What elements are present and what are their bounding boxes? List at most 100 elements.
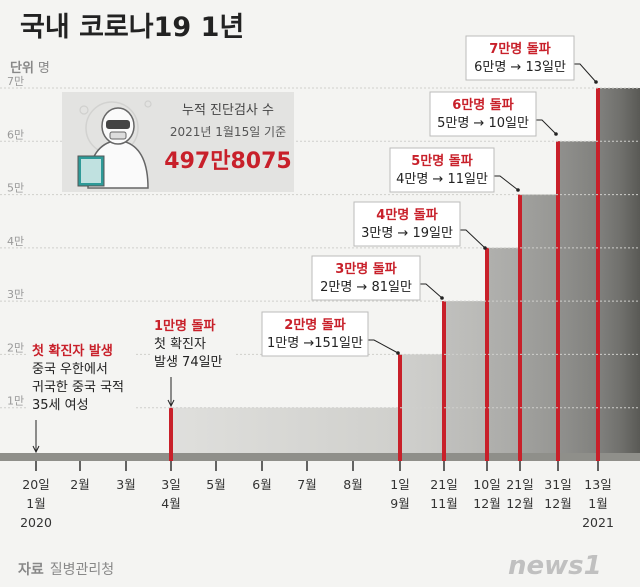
leader-line	[460, 229, 486, 249]
annotation-line: 귀국한 중국 국적	[32, 380, 124, 395]
milestone-annotation: 5만명 돌파 4만명 → 11일만	[389, 147, 495, 193]
step-band-shade	[598, 88, 640, 453]
milestone-annotation: 2만명 돌파 1만명 →151일만	[261, 311, 369, 357]
x-tick-label: 3일	[161, 477, 180, 492]
annotation-line: 4만명 → 11일만	[396, 172, 488, 187]
milestone-bar	[485, 247, 489, 461]
annotation-line: 첫 확진자	[154, 337, 206, 352]
x-tick-label: 8월	[343, 477, 362, 492]
y-axis-ticks: 1만 2만 3만 4만 5만 6만 7만	[7, 75, 24, 408]
annotation-title: 3만명 돌파	[335, 261, 396, 277]
leader-line	[536, 119, 557, 135]
annotation-box	[429, 91, 537, 137]
step-area-bands	[0, 88, 640, 462]
leader-arrow	[440, 296, 444, 300]
base-strip	[0, 453, 640, 461]
milestone-annotation: 6만명 돌파 5만명 → 10일만	[429, 91, 537, 137]
x-tick-label: 20일	[22, 477, 49, 492]
leader-arrow	[396, 351, 400, 355]
news1-logo: news1	[508, 551, 602, 581]
milestone-bar	[169, 407, 173, 461]
milestone-annotation: 7만명 돌파 6만명 → 13일만	[465, 35, 575, 81]
milestone-annotation: 4만명 돌파 3만명 → 19일만	[353, 201, 461, 247]
x-tick-label: 4월	[161, 496, 180, 511]
annotation-title: 5만명 돌파	[411, 153, 472, 169]
x-tick-label: 13일	[584, 477, 611, 492]
y-tick-label: 2만	[7, 341, 24, 354]
annotation-line: 2만명 → 81일만	[320, 280, 412, 295]
x-tick-label: 3월	[116, 477, 135, 492]
y-tick-label: 3만	[7, 288, 24, 301]
annotation-title: 6만명 돌파	[452, 97, 513, 113]
milestone-bar	[442, 301, 446, 461]
annotation-box	[389, 147, 495, 193]
y-tick-label: 7만	[7, 75, 24, 88]
x-tick-label: 12월	[473, 496, 500, 511]
unit-label: 단위 명	[10, 60, 50, 76]
x-tick-label: 2020	[20, 515, 52, 530]
stat-value: 497만8075	[164, 149, 291, 174]
annotation-title: 2만명 돌파	[284, 317, 345, 333]
annotation-line: 중국 우한에서	[32, 362, 108, 377]
x-tick-label: 31일	[544, 477, 571, 492]
x-tick-label: 21일	[430, 477, 457, 492]
x-tick-label: 2021	[582, 515, 614, 530]
annotation-title: 1만명 돌파	[154, 318, 215, 334]
annotation-line: 35세 여성	[32, 398, 89, 413]
annotation-leaders	[32, 63, 598, 454]
annotation-title: 7만명 돌파	[489, 41, 550, 57]
chart-title: 국내 코로나19 1년	[20, 12, 244, 43]
x-tick-label: 5월	[206, 477, 225, 492]
y-tick-label: 4만	[7, 235, 24, 248]
x-axis-ticks: 20일 1월 2020 2월 3월 3일 4월 5월 6월 7월 8월 1일 9월 21일 11월 10일 12…	[20, 461, 614, 530]
x-tick-label: 2월	[70, 477, 89, 492]
y-tick-label: 5만	[7, 182, 24, 195]
stat-box: 누적 진단검사 수 2021년 1월15일 기준 497만8075	[62, 92, 294, 192]
annotation-line: 1만명 →151일만	[267, 336, 363, 351]
source-label: 자료 질병관리청	[18, 562, 114, 578]
x-tick-label: 10일	[473, 477, 500, 492]
x-tick-label: 1월	[26, 496, 45, 511]
y-tick-label: 1만	[7, 395, 24, 408]
svg-text:단위명: 단위 명	[10, 60, 50, 76]
leader-line	[574, 63, 597, 83]
x-tick-label: 12월	[506, 496, 533, 511]
x-tick-label: 9월	[390, 496, 409, 511]
x-tick-label: 1월	[588, 496, 607, 511]
y-tick-label: 6만	[7, 128, 24, 141]
annotation-line: 5만명 → 10일만	[437, 116, 529, 131]
x-tick-label: 6월	[252, 477, 271, 492]
leader-arrow	[516, 188, 520, 192]
annotation-title: 첫 확진자 발생	[32, 343, 113, 359]
x-tick-label: 12월	[544, 496, 571, 511]
leader-arrow	[554, 132, 558, 136]
annotation-box	[353, 201, 461, 247]
x-tick-label: 21일	[506, 477, 533, 492]
stat-label: 누적 진단검사 수	[182, 103, 274, 118]
leader-line	[368, 339, 399, 354]
leader-arrow	[483, 246, 487, 250]
x-tick-label: 7월	[297, 477, 316, 492]
logo-text: news1	[508, 551, 602, 581]
annotation-box	[311, 255, 421, 301]
annotation-box	[465, 35, 575, 81]
annotation-box	[150, 313, 236, 375]
annotation-line: 6만명 → 13일만	[474, 60, 566, 75]
leader-arrow	[167, 399, 175, 408]
annotation-box	[261, 311, 369, 357]
leader-line	[420, 283, 443, 299]
annotation-title: 4만명 돌파	[376, 207, 437, 223]
gridlines	[0, 87, 640, 409]
doctor-icon	[77, 100, 152, 189]
annotation-line: 발생 74일만	[154, 355, 223, 370]
annotation-line: 3만명 → 19일만	[361, 226, 453, 241]
leader-arrow	[32, 445, 40, 454]
annotation-box	[28, 338, 136, 418]
x-tick-label: 11월	[430, 496, 457, 511]
milestone-bar	[596, 88, 600, 461]
leader-arrow	[594, 80, 598, 84]
stat-date: 2021년 1월15일 기준	[170, 125, 286, 139]
